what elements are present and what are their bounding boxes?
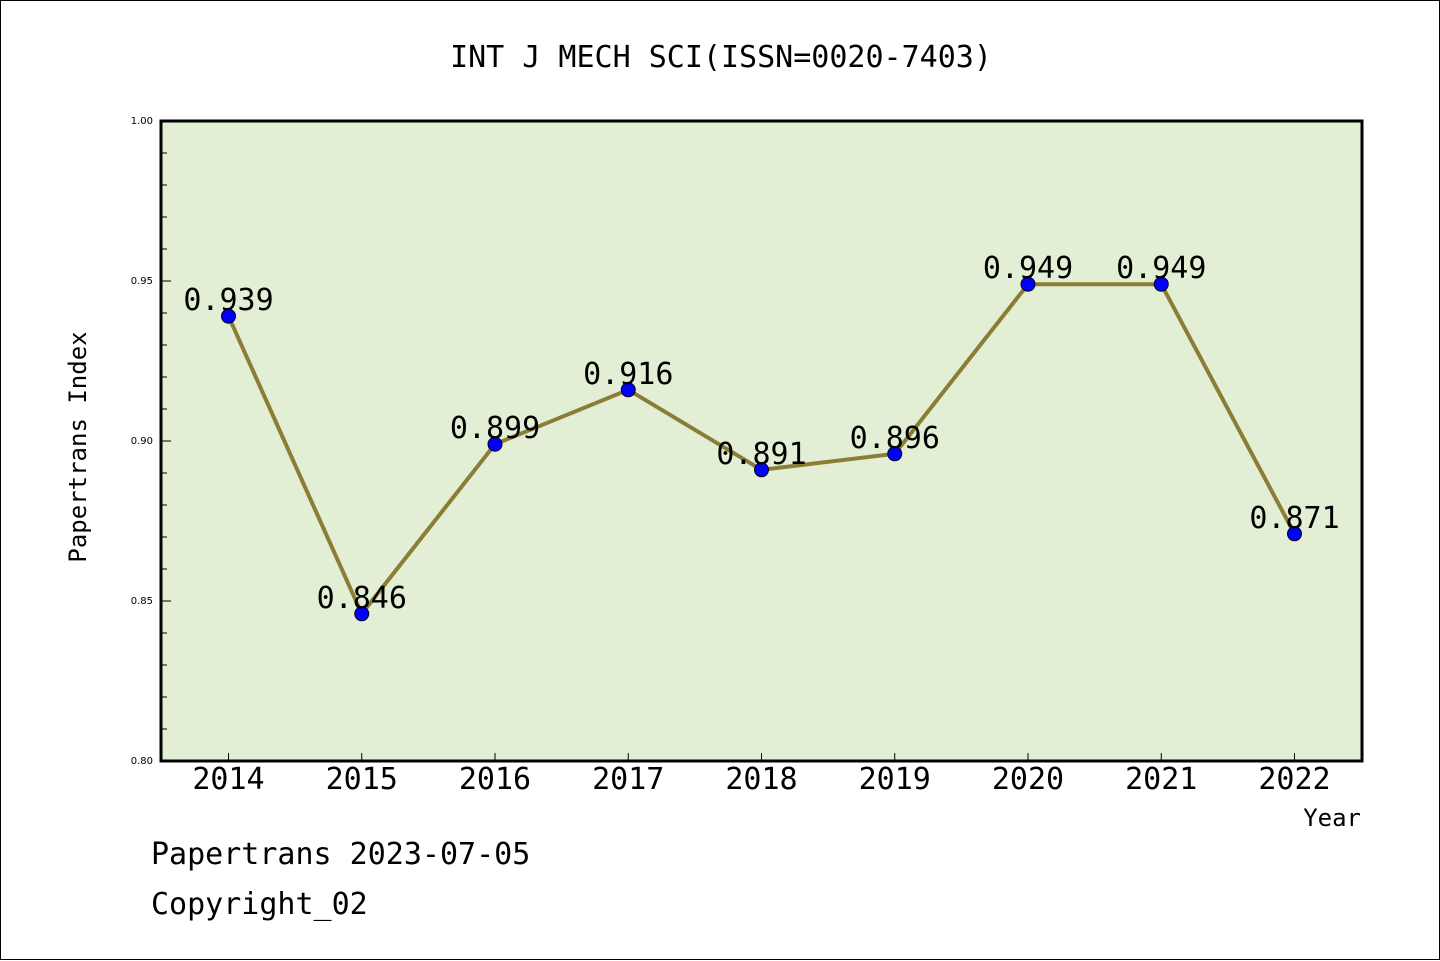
x-tick-label: 2021 <box>1125 762 1197 797</box>
data-label: 0.899 <box>450 411 540 446</box>
data-point <box>754 462 769 478</box>
x-axis-label: Year <box>1303 804 1361 832</box>
y-tick-label: 0.85 <box>131 596 153 607</box>
y-tick-label: 0.90 <box>131 436 153 447</box>
x-tick-label: 2022 <box>1258 762 1330 797</box>
x-tick-label: 2017 <box>592 762 664 797</box>
data-label: 0.949 <box>983 251 1073 286</box>
data-labels: 0.939 0.846 0.899 0.916 0.891 0.896 0.949 0.949… <box>183 251 1339 616</box>
data-point <box>221 308 236 324</box>
x-tick-label: 2019 <box>859 762 931 797</box>
data-label: 0.939 <box>183 283 273 318</box>
footer-date: Papertrans 2023-07-05 <box>151 837 531 872</box>
data-label: 0.846 <box>317 581 407 616</box>
series-points <box>221 276 1302 622</box>
data-point <box>354 606 370 622</box>
y-tick-label: 0.95 <box>131 276 153 287</box>
y-axis: 0.80 0.85 0.90 0.95 1.00 <box>131 116 171 767</box>
data-point <box>887 446 903 462</box>
data-label: 0.871 <box>1249 501 1339 536</box>
footer-copyright: Copyright_02 <box>151 887 368 922</box>
data-point <box>620 382 636 398</box>
y-axis-label: Papertrans Index <box>64 331 92 562</box>
data-point <box>487 436 503 452</box>
data-point <box>1020 276 1036 292</box>
data-label: 0.916 <box>583 357 673 392</box>
y-tick-label: 1.00 <box>131 116 153 127</box>
y-tick-label: 0.80 <box>131 756 153 767</box>
data-point <box>1153 276 1169 292</box>
chart-title: INT J MECH SCI(ISSN=0020-7403) <box>450 40 992 75</box>
x-axis: 2014 2015 2016 2017 2018 2019 2020 2021 2022 <box>192 753 1331 797</box>
data-point <box>1287 526 1302 542</box>
data-label: 0.949 <box>1116 251 1206 286</box>
x-tick-label: 2020 <box>992 762 1064 797</box>
x-tick-label: 2014 <box>192 762 264 797</box>
data-label: 0.891 <box>716 437 806 472</box>
x-tick-label: 2015 <box>326 762 398 797</box>
x-tick-label: 2016 <box>459 762 531 797</box>
x-tick-label: 2018 <box>725 762 797 797</box>
plot-area <box>159 119 1364 763</box>
data-label: 0.896 <box>850 421 940 456</box>
